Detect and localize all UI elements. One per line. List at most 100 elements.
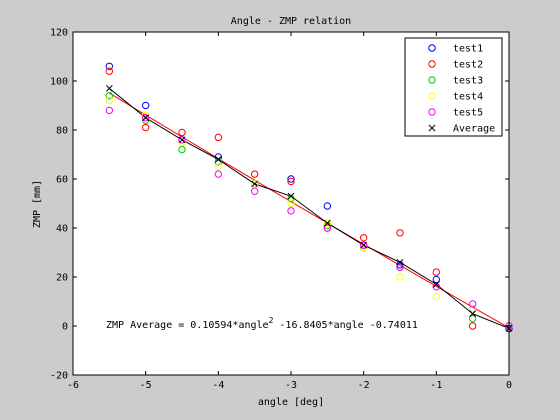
point-test5-9: [432, 283, 441, 291]
point-test4-0: [105, 96, 114, 105]
point-test1-9: [432, 275, 441, 284]
fit-equation-prefix: ZMP Average = 0.10594*angle: [106, 320, 269, 331]
point-test5-1: [141, 114, 150, 122]
legend-marker-test3: [428, 76, 436, 84]
legend-label-test4: test4: [453, 92, 483, 103]
point-test1-5: [287, 175, 295, 183]
point-test3-6: [323, 221, 332, 230]
point-test3-3: [214, 158, 223, 166]
point-average-4-stroke-b: [251, 180, 259, 188]
point-average-3-stroke-b: [214, 156, 222, 163]
point-test5-6: [323, 224, 332, 232]
point-average-10-stroke-b: [469, 310, 477, 318]
legend-marker-test1: [428, 44, 436, 52]
x-tick-label-6: 0: [506, 380, 512, 391]
point-test1-8: [396, 261, 404, 269]
x-tick-label-2: -4: [212, 380, 224, 391]
y-tick-label-1: 0: [62, 322, 68, 333]
x-tick-label-4: -2: [358, 380, 370, 391]
point-test4-6: [323, 219, 332, 227]
point-average-5-stroke-b: [287, 192, 295, 200]
point-test4-1: [141, 111, 150, 120]
point-test1-6: [323, 202, 332, 210]
point-test5-4: [250, 187, 259, 195]
point-average-5: [287, 192, 295, 200]
y-tick-label-0: -20: [50, 371, 68, 382]
point-test4-10: [468, 305, 477, 313]
point-test1-3: [214, 153, 223, 161]
point-test5-5: [287, 207, 295, 215]
point-average-10: [469, 310, 477, 318]
point-average-0: [105, 84, 113, 92]
point-test2-4: [250, 170, 259, 178]
point-test4-8: [396, 273, 404, 281]
point-test5-8: [396, 263, 404, 271]
point-test2-0: [105, 67, 114, 75]
point-average-3: [214, 156, 222, 163]
point-test2-10: [468, 322, 477, 330]
y-tick-label-6: 100: [50, 77, 68, 88]
point-average-2: [178, 136, 186, 144]
point-test4-5: [287, 199, 295, 208]
plot-content: [105, 62, 513, 333]
point-average-7: [360, 241, 368, 249]
point-test3-1: [141, 116, 150, 124]
ticks: -6 -5 -4 -3 -2 -1 0 -20 0 20 40 60 80 100 120: [50, 28, 512, 392]
point-test2-5: [287, 177, 295, 186]
point-test1-1: [141, 101, 150, 110]
legend-label-test5: test5: [453, 108, 483, 119]
point-test3-5: [287, 194, 295, 203]
point-test4-2: [178, 138, 186, 146]
point-average-8-stroke-b: [396, 258, 404, 266]
point-test5-0: [105, 106, 114, 115]
legend-box: [404, 37, 503, 137]
point-average-1-stroke-b: [142, 114, 150, 122]
point-test3-2: [178, 145, 186, 154]
point-test2-9: [432, 268, 441, 276]
legend-marker-test5: [428, 108, 436, 116]
series-average: [105, 84, 513, 332]
point-test2-2: [178, 128, 186, 137]
series-line-average: [109, 87, 510, 329]
fit-equation-label: ZMP Average = 0.10594*angle2 -16.8405*an…: [106, 316, 418, 331]
point-average-4: [251, 180, 259, 188]
x-axis-label: angle [deg]: [258, 397, 324, 408]
point-test2-1: [141, 123, 150, 132]
point-average-1: [142, 114, 150, 122]
point-test4-4: [250, 180, 259, 188]
legend-marker-test2: [428, 60, 436, 68]
point-test2-7: [359, 234, 368, 242]
point-average-0-stroke-b: [105, 84, 113, 92]
y-tick-label-4: 60: [56, 175, 68, 186]
x-tick-label-1: -5: [140, 380, 152, 391]
point-test3-10: [468, 314, 477, 323]
x-tick-label-5: -1: [430, 380, 442, 391]
point-average-2-stroke-b: [178, 136, 186, 144]
legend-marker-test4: [428, 92, 436, 100]
point-test2-3: [214, 133, 223, 142]
point-test4-7: [359, 243, 368, 252]
y-tick-label-2: 20: [56, 273, 68, 284]
point-test3-0: [105, 92, 114, 100]
x-tick-label-3: -3: [285, 380, 297, 391]
point-average-6: [323, 219, 331, 227]
legend-label-test1: test1: [453, 44, 483, 55]
point-average-9: [432, 280, 440, 288]
y-tick-label-5: 80: [56, 126, 68, 137]
chart-title: Angle - ZMP relation: [231, 16, 351, 27]
point-test5-10: [468, 300, 477, 308]
point-test4-9: [432, 292, 441, 301]
fit-equation-exponent: 2: [269, 316, 274, 325]
legend-marker-average-stroke-b: [428, 124, 436, 132]
y-tick-label-7: 120: [50, 28, 68, 39]
legend-label-test3: test3: [453, 76, 483, 87]
point-average-6-stroke-b: [323, 219, 331, 227]
y-axis-label: ZMP [mm]: [32, 180, 43, 228]
point-average-7-stroke-b: [360, 241, 368, 249]
point-test4-3: [214, 163, 223, 171]
x-tick-label-0: -6: [67, 380, 79, 391]
legend: test1 test2 test3 test4 test5 Average: [404, 37, 503, 137]
point-test5-7: [359, 241, 368, 249]
